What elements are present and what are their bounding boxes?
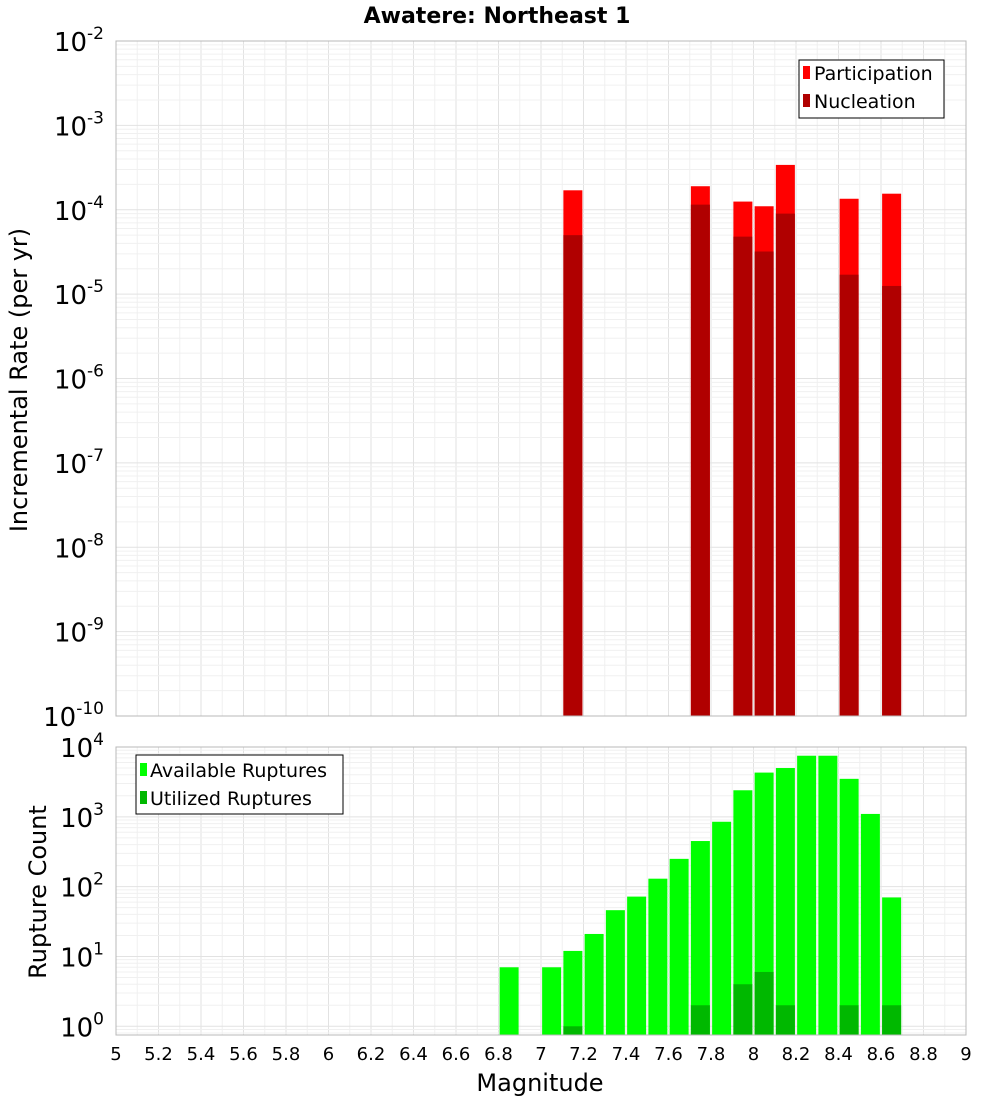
legend-swatch-nucleation <box>803 94 810 107</box>
bottom-legend: Available Ruptures Utilized Ruptures <box>135 754 344 815</box>
bar-available-ruptures <box>754 772 774 1035</box>
x-tick-label: 6.6 <box>442 1044 471 1065</box>
bar-utilized-ruptures <box>882 1005 902 1035</box>
top-y-ticks: 10-2 10-3 10-4 10-5 10-6 10-7 10-8 10-9 10-10 <box>43 24 104 733</box>
bar-utilized-ruptures <box>754 971 774 1035</box>
bar-utilized-ruptures <box>563 1026 583 1035</box>
legend-label-participation: Participation <box>814 63 933 85</box>
top-grid <box>115 40 967 717</box>
bar-available-ruptures <box>669 858 689 1035</box>
legend-swatch-available-ruptures <box>140 763 147 776</box>
bottom-y-axis-label: Rupture Count <box>24 805 52 979</box>
bar-available-ruptures <box>818 755 838 1035</box>
x-tick-label: 7 <box>535 1044 546 1065</box>
x-tick-label: 6.2 <box>357 1044 386 1065</box>
x-tick-label: 5.8 <box>272 1044 301 1065</box>
x-tick-label: 6 <box>323 1044 334 1065</box>
legend-swatch-utilized-ruptures <box>140 791 147 804</box>
bar-available-ruptures <box>797 755 817 1035</box>
bar-nucleation <box>563 235 583 716</box>
y-tick-label: 10-5 <box>54 277 104 311</box>
bar-available-ruptures <box>733 790 753 1035</box>
x-tick-label: 5.6 <box>229 1044 258 1065</box>
x-tick-label: 7.2 <box>569 1044 598 1065</box>
bar-available-ruptures <box>648 878 668 1035</box>
bar-utilized-ruptures <box>690 1005 710 1035</box>
bar-available-ruptures <box>839 778 859 1035</box>
x-tick-label: 5.4 <box>187 1044 216 1065</box>
bar-nucleation <box>754 251 774 716</box>
x-tick-label: 6.4 <box>399 1044 428 1065</box>
bar-nucleation <box>733 236 753 716</box>
y-tick-label: 10-7 <box>54 446 104 480</box>
y-tick-label: 100 <box>60 1009 104 1043</box>
x-tick-label: 7.6 <box>654 1044 683 1065</box>
bar-available-ruptures <box>627 896 647 1035</box>
bar-available-ruptures <box>712 821 732 1035</box>
legend-label-nucleation: Nucleation <box>814 91 916 113</box>
top-y-axis-label: Incremental Rate (per yr) <box>5 228 33 532</box>
bar-available-ruptures <box>499 967 519 1035</box>
chart-title: Awatere: Northeast 1 <box>364 4 631 29</box>
bar-nucleation <box>839 274 859 716</box>
bar-available-ruptures <box>775 768 795 1035</box>
bar-utilized-ruptures <box>775 1005 795 1035</box>
top-bars <box>563 164 902 717</box>
top-plot-area <box>115 40 967 717</box>
x-axis-label: Magnitude <box>476 1069 603 1097</box>
x-tick-label: 9 <box>960 1044 971 1065</box>
x-tick-label: 6.8 <box>484 1044 513 1065</box>
x-tick-label: 8.8 <box>909 1044 938 1065</box>
bar-available-ruptures <box>690 841 710 1035</box>
x-tick-label: 8.4 <box>824 1044 853 1065</box>
y-tick-label: 101 <box>60 939 104 973</box>
y-tick-label: 103 <box>60 800 104 834</box>
y-tick-label: 10-8 <box>54 530 104 564</box>
top-legend: Participation Nucleation <box>798 59 945 119</box>
y-tick-label: 10-2 <box>54 24 104 58</box>
x-tick-label: 7.8 <box>697 1044 726 1065</box>
bar-nucleation <box>775 213 795 717</box>
y-tick-label: 102 <box>60 870 104 904</box>
bar-utilized-ruptures <box>733 984 753 1035</box>
legend-label-available-ruptures: Available Ruptures <box>150 760 327 782</box>
bar-available-ruptures <box>605 910 625 1035</box>
x-ticks: 5 5.2 5.4 5.6 5.8 6 6.2 6.4 6.6 6.8 7 7.2 7.4 7.6 7.8 8… <box>110 1044 971 1065</box>
bar-utilized-ruptures <box>839 1005 859 1035</box>
y-tick-label: 10-3 <box>54 108 104 142</box>
x-tick-label: 5 <box>110 1044 121 1065</box>
legend-swatch-participation <box>803 66 810 79</box>
y-tick-label: 10-6 <box>54 362 104 396</box>
bottom-y-ticks: 104 103 102 101 100 <box>60 730 104 1043</box>
bar-available-ruptures <box>584 933 604 1035</box>
x-tick-label: 8 <box>748 1044 759 1065</box>
bar-available-ruptures <box>882 897 902 1035</box>
legend-label-utilized-ruptures: Utilized Ruptures <box>150 788 312 810</box>
y-tick-label: 10-4 <box>54 193 104 227</box>
bar-nucleation <box>690 204 710 717</box>
bottom-legend-box <box>135 754 344 815</box>
bar-available-ruptures <box>542 967 562 1035</box>
bottom-bars <box>499 755 902 1035</box>
bottom-plot-area <box>115 746 967 1036</box>
x-tick-label: 7.4 <box>612 1044 641 1065</box>
x-tick-label: 5.2 <box>144 1044 173 1065</box>
top-legend-box <box>798 59 945 119</box>
x-tick-label: 8.6 <box>867 1044 896 1065</box>
bar-available-ruptures <box>860 813 880 1035</box>
y-tick-label: 104 <box>60 730 104 764</box>
bar-nucleation <box>882 285 902 716</box>
bar-available-ruptures <box>563 950 583 1035</box>
x-tick-label: 8.2 <box>782 1044 811 1065</box>
y-tick-label: 10-9 <box>54 615 104 649</box>
y-tick-label: 10-10 <box>43 699 104 733</box>
